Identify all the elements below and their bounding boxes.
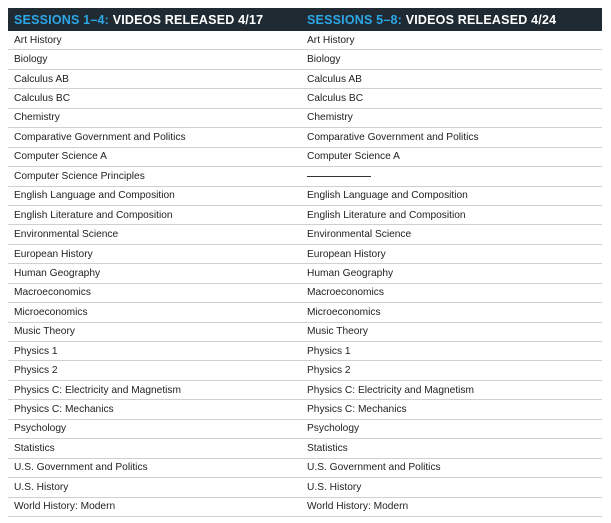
subject-cell-sessions-5-8: U.S. Government and Politics [307,462,441,474]
subject-cell-sessions-1-4: Macroeconomics [14,287,91,299]
subject-cell-sessions-5-8: Physics 1 [307,345,351,357]
table-row: Calculus BC Calculus BC [8,89,602,109]
subject-cell-sessions-1-4: Statistics [14,442,55,454]
subject-cell-sessions-1-4: Chemistry [14,112,60,124]
table-body: Art History Art History Biology Biology Calc… [8,31,602,517]
subject-cell-sessions-5-8 [301,171,602,182]
table-row: Physics 1 Physics 1 [8,342,602,362]
subject-cell-sessions-5-8: Biology [307,54,341,66]
table-row: English Literature and Composition Englis… [8,206,602,226]
header-sessions-1-4: SESSIONS 1–4: VIDEOS RELEASED 4/17 [8,13,301,27]
subject-cell-sessions-5-8: English Language and Composition [307,190,468,202]
table-header: SESSIONS 1–4: VIDEOS RELEASED 4/17 SESSI… [8,8,602,31]
subject-cell-sessions-5-8: Macroeconomics [307,287,384,299]
table-row: Music Theory Music Theory [8,323,602,342]
subject-cell-sessions-1-4: European History [14,248,93,260]
subject-cell-sessions-1-4: Environmental Science [14,229,119,241]
subject-cell-sessions-5-8: Environmental Science [307,229,412,241]
subject-cell-sessions-1-4: Physics 1 [14,345,58,357]
header-sessions-5-8-release: VIDEOS RELEASED 4/24 [402,12,557,27]
not-offered-dash [307,175,371,177]
subject-cell-sessions-1-4: Physics 2 [14,365,58,377]
subject-cell-sessions-5-8: Music Theory [307,326,368,338]
subject-cell-sessions-1-4: Physics C: Electricity and Magnetism [14,384,182,396]
table-row: Statistics Statistics [8,439,602,459]
subject-cell-sessions-1-4: Calculus BC [14,93,71,105]
subject-cell-sessions-5-8: Chemistry [307,112,353,124]
subject-cell-sessions-1-4: Art History [14,34,62,46]
subject-cell-sessions-1-4: U.S. Government and Politics [14,462,148,474]
table-row: U.S. History U.S. History [8,478,602,498]
subject-cell-sessions-5-8: Art History [307,34,355,46]
subject-cell-sessions-1-4: Biology [14,54,48,66]
subject-cell-sessions-1-4: Music Theory [14,326,75,338]
subject-cell-sessions-5-8: U.S. History [307,481,362,493]
subject-cell-sessions-5-8: Comparative Government and Politics [307,131,479,143]
header-sessions-5-8-label: SESSIONS 5–8: [307,12,403,27]
header-sessions-1-4-label: SESSIONS 1–4: [14,12,110,27]
subject-cell-sessions-1-4: English Literature and Composition [14,209,173,221]
table-row: Computer Science A Computer Science A [8,148,602,168]
subject-cell-sessions-5-8: Computer Science A [307,151,400,163]
table-row: European History European History [8,245,602,265]
table-row: World History: Modern World History: Mode… [8,498,602,517]
subject-cell-sessions-5-8: Microeconomics [307,306,381,318]
subject-cell-sessions-5-8: Human Geography [307,267,394,279]
subject-cell-sessions-1-4: U.S. History [14,481,69,493]
table-row: Physics C: Mechanics Physics C: Mechanics [8,400,602,420]
subject-cell-sessions-5-8: World History: Modern [307,501,409,513]
subject-cell-sessions-5-8: Statistics [307,442,348,454]
subject-cell-sessions-5-8: European History [307,248,386,260]
subject-cell-sessions-1-4: Computer Science Principles [14,170,145,182]
table-row: U.S. Government and Politics U.S. Governm… [8,459,602,479]
table-row: Comparative Government and Politics Compa… [8,128,602,148]
subject-cell-sessions-5-8: Physics C: Mechanics [307,404,407,416]
subject-cell-sessions-5-8: Physics C: Electricity and Magnetism [307,384,475,396]
table-row: Human Geography Human Geography [8,264,602,284]
subject-cell-sessions-1-4: Computer Science A [14,151,107,163]
subject-cell-sessions-1-4: World History: Modern [14,501,116,513]
table-row: Environmental Science Environmental Scien… [8,225,602,245]
header-sessions-1-4-release: VIDEOS RELEASED 4/17 [109,12,264,27]
table-row: Art History Art History [8,31,602,51]
subject-cell-sessions-1-4: Comparative Government and Politics [14,131,186,143]
subject-cell-sessions-1-4: Human Geography [14,267,101,279]
table-row: Biology Biology [8,50,602,70]
subject-cell-sessions-1-4: Calculus AB [14,73,69,85]
subject-cell-sessions-1-4: Psychology [14,423,67,435]
table-row: Microeconomics Microeconomics [8,303,602,323]
table-row: Psychology Psychology [8,420,602,440]
subject-cell-sessions-5-8: Physics 2 [307,365,351,377]
table-row: Chemistry Chemistry [8,109,602,129]
subject-cell-sessions-5-8: Calculus BC [307,93,364,105]
table-row: Calculus AB Calculus AB [8,70,602,90]
subject-cell-sessions-1-4: Microeconomics [14,306,88,318]
table-row: Physics 2 Physics 2 [8,361,602,381]
subject-cell-sessions-1-4: Physics C: Mechanics [14,404,114,416]
subject-cell-sessions-5-8: Calculus AB [307,73,362,85]
subject-cell-sessions-5-8: English Literature and Composition [307,209,466,221]
subject-cell-sessions-1-4: English Language and Composition [14,190,175,202]
subject-cell-sessions-5-8: Psychology [307,423,360,435]
table-row: Physics C: Electricity and Magnetism Phys… [8,381,602,401]
sessions-table: SESSIONS 1–4: VIDEOS RELEASED 4/17 SESSI… [8,8,602,517]
table-row: English Language and Composition English … [8,187,602,206]
table-row: Macroeconomics Macroeconomics [8,284,602,304]
header-sessions-5-8: SESSIONS 5–8: VIDEOS RELEASED 4/24 [301,13,594,27]
table-row: Computer Science Principles [8,167,602,187]
